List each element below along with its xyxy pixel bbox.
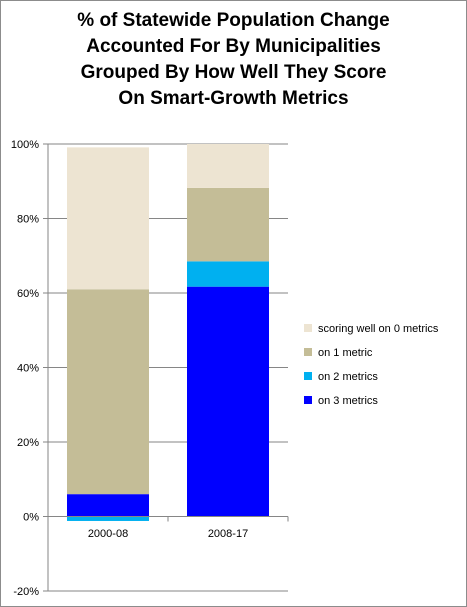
chart-title-line-2: Accounted For By Municipalities: [86, 36, 381, 57]
bar-segment: [67, 147, 149, 290]
chart-title-line-3: Grouped By How Well They Score: [80, 62, 387, 83]
legend-label: scoring well on 0 metrics: [318, 323, 439, 335]
bar-segment: [187, 144, 269, 188]
y-tick-label: 40%: [17, 363, 39, 375]
y-tick-label: 80%: [17, 214, 39, 226]
chart-title-line-1: % of Statewide Population Change: [77, 10, 390, 31]
legend-label: on 1 metric: [318, 347, 373, 359]
legend-label: on 3 metrics: [318, 395, 378, 407]
legend-swatch: [304, 348, 312, 356]
y-tick-label: 100%: [11, 139, 39, 151]
legend-swatch: [304, 324, 312, 332]
bar-segment: [187, 286, 269, 517]
y-tick-label: 60%: [17, 288, 39, 300]
legend-swatch: [304, 372, 312, 380]
legend-label: on 2 metrics: [318, 371, 378, 383]
chart-title-line-4: On Smart-Growth Metrics: [118, 88, 349, 109]
bar-segment: [67, 494, 149, 517]
y-tick-label: 0%: [23, 512, 39, 524]
legend-swatch: [304, 396, 312, 404]
y-tick-label: -20%: [13, 586, 39, 598]
x-tick-label: 2000-08: [88, 528, 128, 540]
y-tick-label: 20%: [17, 437, 39, 449]
x-tick-label: 2008-17: [208, 528, 248, 540]
bar-segment: [67, 516, 149, 521]
chart-title: % of Statewide Population Change Account…: [0, 8, 467, 112]
bar-segment: [187, 261, 269, 287]
bar-segment: [187, 187, 269, 262]
bar-segment: [67, 289, 149, 495]
